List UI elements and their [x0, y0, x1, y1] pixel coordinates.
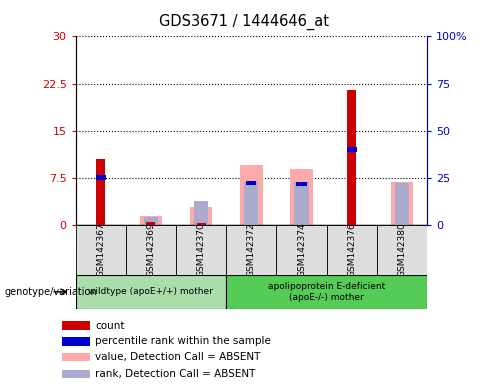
Bar — [390, 182, 413, 225]
Bar — [244, 182, 258, 225]
Bar — [96, 159, 105, 225]
Text: GSM142369: GSM142369 — [146, 222, 156, 277]
Text: GSM142372: GSM142372 — [247, 222, 256, 277]
Text: percentile rank within the sample: percentile rank within the sample — [95, 336, 271, 346]
FancyBboxPatch shape — [76, 275, 226, 309]
FancyBboxPatch shape — [126, 225, 176, 275]
Bar — [96, 175, 106, 180]
Bar — [61, 321, 90, 330]
Bar — [346, 147, 357, 152]
Text: rank, Detection Call = ABSENT: rank, Detection Call = ABSENT — [95, 369, 256, 379]
Bar — [61, 370, 90, 378]
FancyBboxPatch shape — [176, 225, 226, 275]
Bar — [61, 353, 90, 361]
Text: count: count — [95, 321, 124, 331]
Text: GDS3671 / 1444646_at: GDS3671 / 1444646_at — [159, 13, 329, 30]
FancyBboxPatch shape — [76, 225, 126, 275]
Bar — [61, 337, 90, 346]
Text: apolipoprotein E-deficient
(apoE-/-) mother: apolipoprotein E-deficient (apoE-/-) mot… — [268, 282, 385, 302]
Bar — [197, 223, 205, 225]
Bar — [240, 165, 263, 225]
FancyBboxPatch shape — [226, 225, 276, 275]
Text: GSM142376: GSM142376 — [347, 222, 356, 277]
Text: GSM142367: GSM142367 — [96, 222, 105, 277]
Text: genotype/variation: genotype/variation — [5, 287, 98, 297]
Bar — [246, 181, 256, 185]
FancyBboxPatch shape — [226, 275, 427, 309]
Bar — [290, 169, 313, 225]
Text: value, Detection Call = ABSENT: value, Detection Call = ABSENT — [95, 352, 261, 362]
Bar — [190, 207, 212, 225]
Bar — [146, 222, 156, 225]
Text: wildtype (apoE+/+) mother: wildtype (apoE+/+) mother — [88, 287, 213, 296]
Bar — [140, 217, 162, 225]
Text: GSM142380: GSM142380 — [397, 222, 407, 277]
Bar — [347, 90, 356, 225]
FancyBboxPatch shape — [326, 225, 377, 275]
Bar — [144, 217, 158, 225]
Text: GSM142370: GSM142370 — [197, 222, 205, 277]
Text: GSM142374: GSM142374 — [297, 222, 306, 277]
Bar — [294, 182, 308, 225]
Bar — [297, 182, 306, 186]
Bar — [194, 201, 208, 225]
FancyBboxPatch shape — [276, 225, 326, 275]
FancyBboxPatch shape — [377, 225, 427, 275]
Bar — [395, 183, 409, 225]
